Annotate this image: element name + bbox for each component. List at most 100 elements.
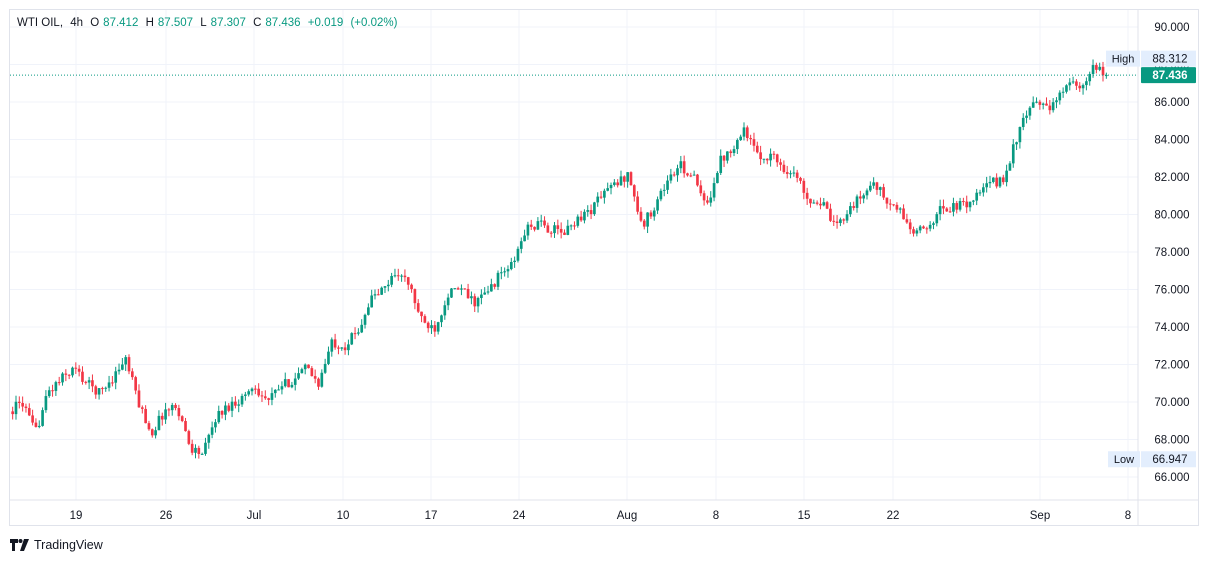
candle-up[interactable]	[662, 189, 666, 191]
candle-up[interactable]	[975, 192, 979, 201]
candle-up[interactable]	[370, 295, 374, 308]
candle-down[interactable]	[337, 347, 340, 349]
candle-up[interactable]	[1005, 170, 1008, 183]
candle-up[interactable]	[71, 367, 74, 376]
candle-down[interactable]	[829, 208, 832, 221]
candle-up[interactable]	[709, 197, 713, 203]
candle-down[interactable]	[426, 322, 430, 329]
candle-up[interactable]	[603, 190, 606, 198]
candle-down[interactable]	[832, 220, 836, 222]
candle-down[interactable]	[11, 411, 14, 415]
candle-down[interactable]	[632, 185, 636, 197]
candle-up[interactable]	[453, 288, 457, 290]
candle-down[interactable]	[852, 206, 856, 208]
candle-up[interactable]	[290, 384, 294, 388]
candle-down[interactable]	[433, 325, 437, 332]
candle-up[interactable]	[872, 182, 875, 186]
candle-down[interactable]	[722, 155, 726, 161]
candle-up[interactable]	[849, 206, 852, 215]
candle-down[interactable]	[859, 196, 862, 199]
candle-up[interactable]	[217, 410, 221, 423]
candle-down[interactable]	[456, 288, 460, 290]
candle-up[interactable]	[483, 292, 487, 295]
candle-down[interactable]	[473, 296, 477, 307]
candle-down[interactable]	[785, 172, 789, 174]
candle-up[interactable]	[739, 136, 743, 141]
candle-up[interactable]	[280, 386, 284, 390]
candle-up[interactable]	[769, 153, 772, 161]
candle-up[interactable]	[991, 177, 995, 182]
candle-up[interactable]	[1068, 82, 1072, 86]
candle-up[interactable]	[566, 225, 570, 235]
candle-up[interactable]	[350, 333, 354, 345]
candle-down[interactable]	[759, 152, 762, 160]
candle-up[interactable]	[244, 394, 247, 396]
candle-up[interactable]	[480, 294, 483, 299]
candle-down[interactable]	[310, 368, 314, 377]
candle-down[interactable]	[17, 401, 21, 403]
candle-up[interactable]	[619, 176, 623, 186]
candle-down[interactable]	[317, 378, 320, 387]
candle-down[interactable]	[140, 407, 144, 409]
candle-down[interactable]	[220, 410, 224, 415]
candle-up[interactable]	[117, 369, 121, 372]
candle-down[interactable]	[420, 311, 423, 317]
candle-up[interactable]	[400, 275, 403, 277]
candle-up[interactable]	[659, 190, 663, 200]
candle-down[interactable]	[1001, 177, 1005, 183]
candle-up[interactable]	[596, 196, 600, 203]
candle-down[interactable]	[835, 221, 839, 224]
candle-down[interactable]	[689, 175, 693, 177]
chart-frame[interactable]	[9, 9, 1199, 526]
candle-down[interactable]	[333, 339, 337, 348]
candle-up[interactable]	[918, 226, 922, 231]
candle-up[interactable]	[862, 195, 865, 199]
candle-down[interactable]	[543, 220, 546, 226]
candle-up[interactable]	[237, 404, 241, 406]
candle-down[interactable]	[686, 173, 689, 176]
candle-down[interactable]	[167, 409, 171, 411]
candle-up[interactable]	[978, 192, 982, 194]
candle-down[interactable]	[131, 371, 134, 378]
candle-up[interactable]	[273, 389, 277, 394]
candle-down[interactable]	[74, 367, 78, 369]
candle-up[interactable]	[393, 275, 397, 277]
candle-down[interactable]	[1045, 103, 1048, 106]
candle-up[interactable]	[1055, 100, 1058, 103]
candle-up[interactable]	[1088, 73, 1092, 82]
candle-down[interactable]	[376, 294, 380, 296]
candle-down[interactable]	[922, 226, 925, 229]
candle-up[interactable]	[330, 339, 334, 352]
candle-down[interactable]	[57, 382, 61, 384]
candle-up[interactable]	[952, 203, 955, 212]
candle-up[interactable]	[1008, 163, 1012, 171]
candle-up[interactable]	[87, 380, 91, 383]
candle-up[interactable]	[283, 379, 287, 387]
candle-down[interactable]	[254, 388, 257, 390]
candle-down[interactable]	[895, 204, 899, 210]
candle-up[interactable]	[915, 230, 919, 234]
candle-down[interactable]	[127, 357, 131, 372]
candle-down[interactable]	[649, 212, 653, 217]
candle-up[interactable]	[107, 382, 111, 388]
candle-down[interactable]	[396, 275, 400, 277]
candle-down[interactable]	[94, 386, 98, 395]
candle-up[interactable]	[476, 298, 480, 307]
candle-down[interactable]	[925, 228, 929, 230]
candle-up[interactable]	[47, 390, 51, 397]
candle-down[interactable]	[21, 402, 24, 407]
candle-up[interactable]	[247, 391, 251, 395]
candle-up[interactable]	[1015, 142, 1018, 145]
candle-up[interactable]	[323, 363, 327, 373]
candle-up[interactable]	[450, 288, 453, 298]
candle-up[interactable]	[586, 210, 590, 212]
candle-down[interactable]	[589, 210, 593, 215]
candle-down[interactable]	[150, 429, 154, 436]
candle-down[interactable]	[905, 219, 909, 223]
candle-up[interactable]	[1105, 75, 1108, 77]
candle-down[interactable]	[463, 288, 467, 290]
candle-up[interactable]	[526, 224, 530, 236]
candle-up[interactable]	[716, 172, 719, 184]
candle-up[interactable]	[320, 372, 324, 387]
candle-down[interactable]	[174, 404, 177, 409]
